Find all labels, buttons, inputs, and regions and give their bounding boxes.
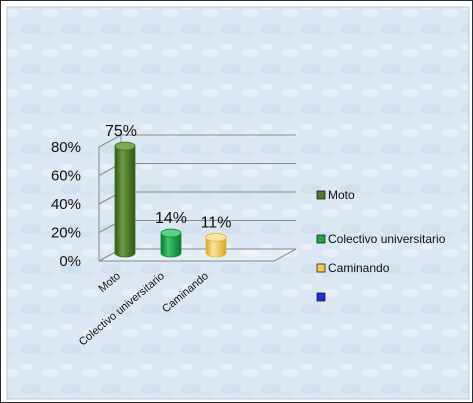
- legend-label: Caminando: [328, 261, 390, 275]
- legend-swatch: [316, 234, 326, 244]
- floor: [98, 248, 297, 262]
- chart-background: [6, 6, 470, 400]
- y-tick-label: 80%: [51, 139, 81, 156]
- grid-depth-4: [98, 134, 122, 148]
- bar-top: [160, 228, 182, 238]
- legend: Moto Colectivo universitario Caminando: [316, 188, 446, 302]
- bar-body: [160, 232, 182, 258]
- legend-item: Colectivo universitario: [316, 232, 446, 246]
- legend-label: Moto: [328, 188, 355, 202]
- legend-item: Caminando: [316, 261, 390, 275]
- bar-top: [205, 232, 227, 242]
- bar-moto: [114, 141, 136, 258]
- y-tick-label: 60%: [51, 168, 81, 185]
- y-tick-label: 40%: [51, 196, 81, 213]
- bar-colectivo-universitario: [160, 228, 182, 258]
- y-tick-label: 0%: [59, 253, 81, 270]
- legend-item: Moto: [316, 188, 355, 202]
- data-label: 14%: [155, 210, 187, 227]
- legend-swatch: [316, 263, 326, 273]
- plot-area: 0% 20% 40% 60% 80%: [51, 134, 297, 270]
- bars: [114, 141, 227, 258]
- data-label: 11%: [201, 214, 232, 231]
- bar-body: [114, 145, 136, 258]
- bar-body: [205, 236, 227, 258]
- legend-swatch: [316, 190, 326, 200]
- data-label: 75%: [105, 123, 137, 140]
- bar-top: [114, 141, 136, 151]
- legend-item: [316, 292, 326, 302]
- bar-caminando: [205, 232, 227, 258]
- legend-label: Colectivo universitario: [328, 232, 446, 246]
- y-tick-label: 20%: [51, 225, 81, 242]
- legend-swatch: [316, 292, 326, 302]
